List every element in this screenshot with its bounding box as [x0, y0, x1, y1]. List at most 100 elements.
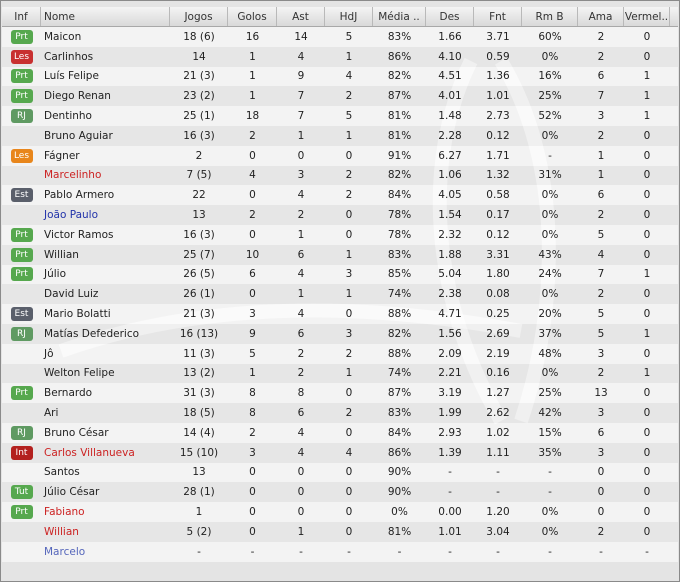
ama-cell: 0 — [597, 466, 605, 479]
status-badge[interactable]: Int — [10, 445, 33, 460]
col-header-nome[interactable]: Nome — [41, 7, 170, 26]
col-header-clmed[interactable]: Cl Med — [670, 7, 680, 26]
player-name[interactable]: Diego Renan — [44, 90, 111, 103]
status-badge[interactable]: Prt — [10, 247, 33, 262]
table-row[interactable]: Est Pablo Armero 22 0 4 2 84% 4.05 0.58 0% 6 0 7.32 — [2, 185, 678, 206]
status-badge[interactable]: RJ — [10, 109, 33, 124]
table-row[interactable]: David Luiz 26 (1) 0 1 1 74% 2.38 0.08 0% 2 0 7.29 — [2, 284, 678, 305]
player-name[interactable]: Welton Felipe — [44, 367, 115, 380]
col-header-golos[interactable]: Golos — [228, 7, 277, 26]
table-row[interactable]: Int Carlos Villanueva 15 (10) 3 4 4 86% 1.39 1.1… — [2, 442, 678, 463]
player-name[interactable]: Bruno César — [44, 426, 109, 439]
table-row[interactable]: Bruno Aguiar 16 (3) 2 1 1 81% 2.28 0.12 0% 2 0 7.47 — [2, 125, 678, 146]
col-header-des[interactable]: Des — [426, 7, 474, 26]
col-header-vermelhos[interactable]: Vermel.. — [624, 7, 670, 26]
status-badge[interactable]: Les — [10, 148, 33, 163]
player-name[interactable]: Fabiano — [44, 506, 85, 519]
player-name[interactable]: Luís Felipe — [44, 70, 99, 83]
status-badge[interactable]: Les — [10, 49, 33, 64]
fnt-cell: 2.62 — [486, 407, 510, 420]
status-badge[interactable]: Prt — [10, 505, 33, 520]
table-row[interactable]: Willian 5 (2) 0 1 0 81% 1.01 3.04 0% 2 0 6.77 — [2, 521, 678, 542]
col-header-inf[interactable]: Inf — [2, 7, 41, 26]
player-name[interactable]: Santos — [44, 466, 80, 479]
ast-cell: 6 — [297, 327, 305, 340]
table-row[interactable]: Marcelinho 7 (5) 4 3 2 82% 1.06 1.32 31% 1 0 7.34 — [2, 165, 678, 186]
col-header-ama[interactable]: Ama — [578, 7, 624, 26]
table-row[interactable]: Prt Diego Renan 23 (2) 1 7 2 87% 4.01 1.01 25% 7 1 7… — [2, 86, 679, 107]
inf-cell: Int — [2, 445, 41, 460]
table-row[interactable]: Santos 13 0 0 0 90% - - - 0 0 6.95 — [2, 462, 678, 483]
col-header-jogos[interactable]: Jogos — [170, 7, 228, 26]
table-row[interactable]: Ari 18 (5) 8 6 2 83% 1.99 2.62 42% 3 0 7.13 — [2, 403, 678, 423]
player-name[interactable]: João Paulo — [44, 209, 99, 222]
status-badge[interactable]: Prt — [10, 69, 33, 84]
table-row[interactable]: Welton Felipe 13 (2) 1 2 1 74% 2.21 0.16 0% 2 1 7.2… — [2, 363, 678, 384]
table-row[interactable]: Marcelo - - - - - - - - - - - — [2, 541, 678, 562]
table-row[interactable]: Prt Victor Ramos 16 (3) 0 1 0 78% 2.32 0.12 0% 5 0 7… — [2, 224, 678, 245]
status-badge[interactable]: Prt — [10, 227, 33, 242]
clmed-cell: 7.57 — [670, 90, 679, 102]
player-name[interactable]: Matías Defederico — [44, 327, 140, 340]
table-row[interactable]: RJ Bruno César 14 (4) 2 4 0 84% 2.93 1.02 15% 6 0 7.… — [2, 422, 679, 443]
fnt-cell: 1.36 — [486, 70, 510, 83]
player-name[interactable]: Victor Ramos — [44, 228, 114, 241]
player-name[interactable]: Willian — [44, 525, 79, 538]
media-cell: 83% — [387, 30, 412, 43]
table-row[interactable]: Prt Luís Felipe 21 (3) 1 9 4 82% 4.51 1.36 16% 6 1 7… — [2, 66, 678, 87]
status-badge[interactable]: Prt — [10, 267, 33, 282]
table-row[interactable]: RJ Dentinho 25 (1) 18 7 5 81% 1.48 2.73 52% 3 1 7.50 — [2, 106, 678, 126]
status-badge[interactable]: Tut — [10, 485, 33, 500]
table-row[interactable]: Prt Júlio 26 (5) 6 4 3 85% 5.04 1.80 24% 7 1 7.30 — [2, 264, 678, 285]
rmb-cell: 0% — [541, 129, 559, 142]
player-name[interactable]: Mario Bolatti — [44, 308, 111, 321]
player-name[interactable]: Bruno Aguiar — [44, 129, 113, 142]
status-badge[interactable]: RJ — [10, 326, 33, 341]
col-header-fnt[interactable]: Fnt — [474, 7, 522, 26]
player-name[interactable]: Carlinhos — [44, 50, 94, 63]
status-badge[interactable]: Est — [10, 188, 33, 203]
golos-cell: 0 — [249, 189, 256, 202]
table-row[interactable]: Prt Maicon 18 (6) 16 14 5 83% 1.66 3.71 60% 2 0 7.66 — [2, 27, 678, 47]
jogos-cell: 25 (1) — [183, 110, 215, 123]
player-name[interactable]: Willian — [44, 248, 79, 261]
des-cell: 1.88 — [438, 248, 462, 261]
table-row[interactable]: Tut Júlio César 28 (1) 0 0 0 90% - - - 0 0 6.94 — [2, 482, 678, 503]
clmed-cell: 7.13 — [670, 427, 679, 439]
player-name[interactable]: Júlio César — [44, 486, 100, 499]
player-name[interactable]: Carlos Villanueva — [44, 446, 135, 459]
player-name[interactable]: David Luiz — [44, 288, 99, 301]
table-row[interactable]: Les Fágner 2 0 0 0 91% 6.27 1.71 - 1 0 7.40 — [2, 145, 678, 166]
col-header-rmb[interactable]: Rm B — [522, 7, 578, 26]
player-name[interactable]: Júlio — [44, 268, 67, 281]
player-name[interactable]: Pablo Armero — [44, 189, 115, 202]
player-name[interactable]: Ari — [44, 407, 59, 420]
col-header-hdj[interactable]: HdJ — [325, 7, 373, 26]
table-row[interactable]: Prt Willian 25 (7) 10 6 1 83% 1.88 3.31 43% 4 0 7.30 — [2, 244, 678, 265]
media-cell: 91% — [387, 149, 412, 162]
col-header-media[interactable]: Média .. — [373, 7, 426, 26]
status-badge[interactable]: RJ — [10, 425, 33, 440]
table-row[interactable]: Jô 11 (3) 5 2 2 88% 2.09 2.19 48% 3 0 7.21 — [2, 343, 678, 364]
golos-cell: 1 — [249, 90, 256, 103]
status-badge[interactable]: Est — [10, 307, 33, 322]
player-name[interactable]: Dentinho — [44, 110, 92, 123]
player-name[interactable]: Marcelinho — [44, 169, 102, 182]
status-badge[interactable]: Prt — [10, 386, 33, 401]
table-row[interactable]: Prt Fabiano 1 0 0 0 0% 0.00 1.20 0% 0 0 6.90 — [2, 502, 678, 522]
table-row[interactable]: Prt Bernardo 31 (3) 8 8 0 87% 3.19 1.27 25% 13 0 7.2… — [2, 383, 678, 404]
ama-cell: 5 — [597, 228, 605, 241]
table-row[interactable]: RJ Matías Defederico 16 (13) 9 6 3 82% 1.56 2.69… — [2, 323, 678, 344]
status-badge[interactable]: Prt — [10, 29, 33, 44]
col-header-ast[interactable]: Ast — [277, 7, 325, 26]
player-name[interactable]: Bernardo — [44, 387, 93, 400]
player-name[interactable]: Marcelo — [44, 545, 86, 558]
table-row[interactable]: João Paulo 13 2 2 0 78% 1.54 0.17 0% 2 0 7.32 — [2, 205, 678, 225]
vermelhos-cell: 0 — [643, 506, 651, 519]
player-name[interactable]: Jô — [44, 347, 54, 360]
status-badge[interactable]: Prt — [10, 89, 33, 104]
player-name[interactable]: Maicon — [44, 30, 82, 43]
player-name[interactable]: Fágner — [44, 149, 80, 162]
table-row[interactable]: Est Mario Bolatti 21 (3) 3 4 0 88% 4.71 0.25 20% 5… — [2, 304, 678, 324]
